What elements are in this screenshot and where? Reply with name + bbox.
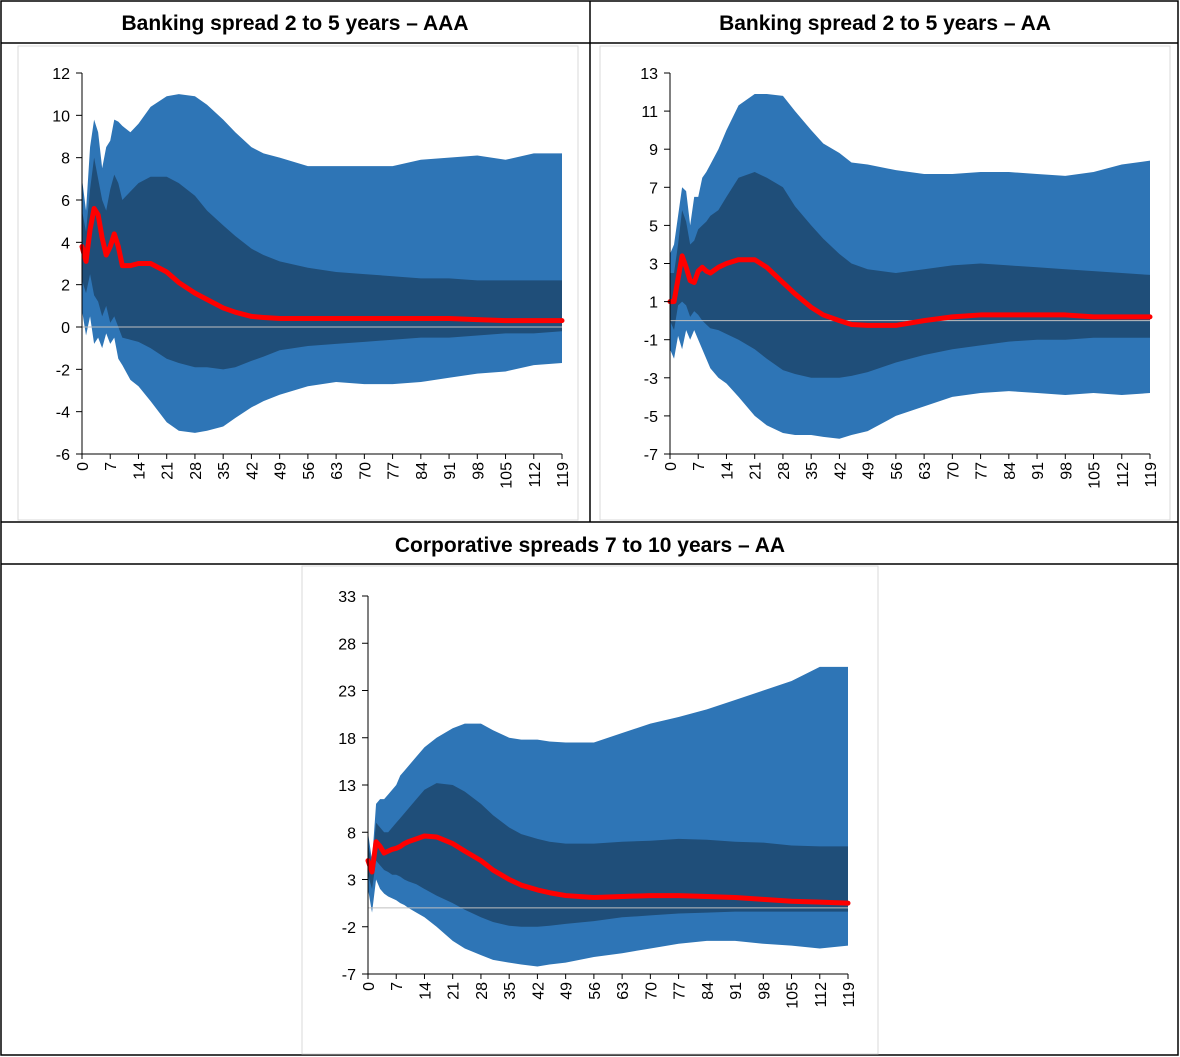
- chart-title: Banking spread 2 to 5 years – AAA: [121, 12, 468, 35]
- x-tick-label: 21: [748, 462, 765, 480]
- x-tick-label: 91: [442, 462, 459, 480]
- x-tick-label: 0: [663, 462, 680, 471]
- x-tick-label: 84: [1002, 462, 1019, 480]
- x-tick-label: 7: [691, 462, 708, 471]
- x-tick-label: 105: [499, 462, 516, 489]
- x-tick-label: 63: [917, 462, 934, 480]
- x-tick-label: 0: [75, 462, 92, 471]
- y-tick-label: -4: [56, 405, 70, 422]
- x-tick-label: 28: [776, 462, 793, 480]
- y-tick-label: -5: [644, 409, 658, 426]
- x-tick-label: 63: [329, 462, 346, 480]
- x-tick-label: 35: [502, 982, 519, 1000]
- x-tick-label: 77: [672, 982, 689, 1000]
- x-tick-label: 28: [188, 462, 205, 480]
- y-tick-label: 18: [338, 731, 356, 748]
- chart-frames: [17, 45, 1171, 1055]
- x-tick-label: 35: [216, 462, 233, 480]
- y-tick-label: -7: [342, 967, 356, 984]
- y-tick-label: 5: [649, 218, 658, 235]
- y-tick-label: 8: [347, 825, 356, 842]
- y-tick-label: 0: [61, 320, 70, 337]
- y-tick-label: -2: [56, 362, 70, 379]
- x-tick-label: 42: [832, 462, 849, 480]
- y-tick-label: 23: [338, 684, 356, 701]
- x-tick-label: 42: [530, 982, 547, 1000]
- x-tick-label: 84: [414, 462, 431, 480]
- y-tick-label: 3: [347, 873, 356, 890]
- chart-title: Banking spread 2 to 5 years – AA: [719, 12, 1051, 35]
- x-tick-label: 56: [301, 462, 318, 480]
- chart-frame: [301, 565, 879, 1055]
- x-tick-label: 119: [555, 462, 572, 488]
- y-tick-label: 28: [338, 636, 356, 653]
- y-tick-label: 8: [61, 151, 70, 168]
- x-tick-label: 77: [386, 462, 403, 480]
- x-tick-label: 14: [417, 982, 434, 1000]
- x-tick-label: 42: [244, 462, 261, 480]
- y-tick-label: 3: [649, 257, 658, 274]
- x-tick-label: 98: [1058, 462, 1075, 480]
- y-tick-label: -1: [644, 333, 658, 350]
- x-tick-label: 98: [470, 462, 487, 480]
- x-tick-label: 105: [785, 982, 802, 1009]
- y-tick-label: -3: [644, 371, 658, 388]
- x-tick-label: 70: [945, 462, 962, 480]
- x-tick-label: 49: [273, 462, 290, 480]
- x-tick-label: 14: [131, 462, 148, 480]
- x-tick-label: 112: [1115, 462, 1132, 488]
- median-line: [365, 833, 851, 906]
- y-tick-label: -2: [342, 920, 356, 937]
- median-line: [667, 253, 1153, 328]
- y-tick-label: 12: [52, 66, 70, 83]
- y-tick-label: 7: [649, 180, 658, 197]
- y-tick-label: 33: [338, 589, 356, 606]
- x-tick-label: 70: [357, 462, 374, 480]
- x-tick-label: 49: [861, 462, 878, 480]
- x-tick-label: 56: [587, 982, 604, 1000]
- x-tick-label: 77: [974, 462, 991, 480]
- x-tick-label: 56: [889, 462, 906, 480]
- x-tick-label: 91: [1030, 462, 1047, 480]
- y-tick-label: 11: [641, 104, 658, 121]
- x-tick-label: 84: [700, 982, 717, 1000]
- y-tick-label: 13: [338, 778, 356, 795]
- x-tick-label: 35: [804, 462, 821, 480]
- x-tick-label: 7: [389, 982, 406, 991]
- x-tick-label: 119: [841, 982, 858, 1008]
- y-tick-label: 4: [61, 235, 70, 252]
- chart-frame: [17, 45, 579, 521]
- x-tick-label: 49: [559, 982, 576, 1000]
- median-line: [79, 205, 565, 324]
- x-tick-label: 21: [446, 982, 463, 1000]
- chart-frame: [599, 45, 1171, 521]
- x-tick-label: 105: [1087, 462, 1104, 489]
- x-tick-label: 70: [643, 982, 660, 1000]
- x-tick-label: 21: [160, 462, 177, 480]
- x-tick-label: 14: [719, 462, 736, 480]
- x-tick-label: 63: [615, 982, 632, 1000]
- y-tick-label: -6: [56, 447, 70, 464]
- y-tick-label: 6: [61, 193, 70, 210]
- fan-band: [670, 172, 1150, 378]
- x-tick-label: 119: [1143, 462, 1160, 488]
- chart-title: Corporative spreads 7 to 10 years – AA: [395, 534, 785, 557]
- fan-band: [368, 783, 848, 927]
- y-tick-label: 10: [52, 108, 70, 125]
- x-tick-label: 112: [527, 462, 544, 488]
- x-tick-label: 98: [756, 982, 773, 1000]
- x-tick-label: 28: [474, 982, 491, 1000]
- y-tick-label: -7: [644, 447, 658, 464]
- y-tick-label: 2: [61, 278, 70, 295]
- x-tick-label: 91: [728, 982, 745, 1000]
- y-tick-label: 1: [649, 295, 658, 312]
- y-tick-label: 9: [649, 142, 658, 159]
- x-tick-label: 7: [103, 462, 120, 471]
- x-tick-label: 0: [361, 982, 378, 991]
- x-tick-label: 112: [813, 982, 830, 1008]
- y-tick-label: 13: [640, 66, 658, 83]
